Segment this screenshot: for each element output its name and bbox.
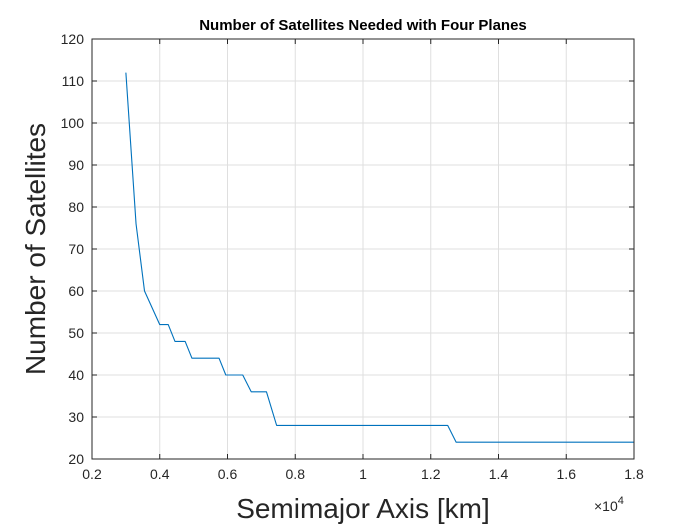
x-tick-label: 1.4	[489, 466, 509, 482]
x-tick-label: 1.8	[624, 466, 644, 482]
grid-lines	[91, 38, 635, 460]
y-tick-label: 40	[68, 367, 84, 383]
series-layer	[125, 72, 634, 443]
y-axis-ticks: 20 30 40 50 60 70 80 90 100 110 120	[61, 31, 634, 467]
x-tick-label: 0.6	[218, 466, 238, 482]
y-tick-label: 120	[61, 31, 85, 47]
x-tick-label: 1	[359, 466, 367, 482]
x-tick-label: 1.2	[421, 466, 441, 482]
y-tick-label: 50	[68, 325, 84, 341]
y-axis-title: Number of Satellites	[20, 123, 51, 375]
x-tick-label: 1.6	[557, 466, 577, 482]
y-tick-label: 60	[68, 283, 84, 299]
series-line	[125, 72, 634, 443]
y-tick-label: 100	[61, 115, 85, 131]
y-tick-label: 70	[68, 241, 84, 257]
y-tick-label: 110	[62, 73, 85, 89]
x-tick-label: 0.4	[150, 466, 170, 482]
y-tick-label: 80	[68, 199, 84, 215]
x-axis-ticks: 0.2 0.4 0.6 0.8 1 1.2 1.4 1.6 1.8	[82, 39, 644, 482]
y-tick-label: 30	[68, 409, 84, 425]
x-axis-title: Semimajor Axis [km]	[236, 493, 490, 524]
chart-title: Number of Satellites Needed with Four Pl…	[199, 17, 527, 34]
x-exponent-base: ×10	[594, 498, 618, 514]
svg-text:×104: ×104	[594, 495, 624, 514]
y-tick-label: 90	[68, 157, 84, 173]
y-tick-label: 20	[68, 451, 84, 467]
x-tick-label: 0.8	[286, 466, 306, 482]
x-tick-label: 0.2	[82, 466, 102, 482]
x-exponent-power: 4	[618, 495, 624, 507]
x-axis-exponent: ×104	[594, 495, 624, 514]
